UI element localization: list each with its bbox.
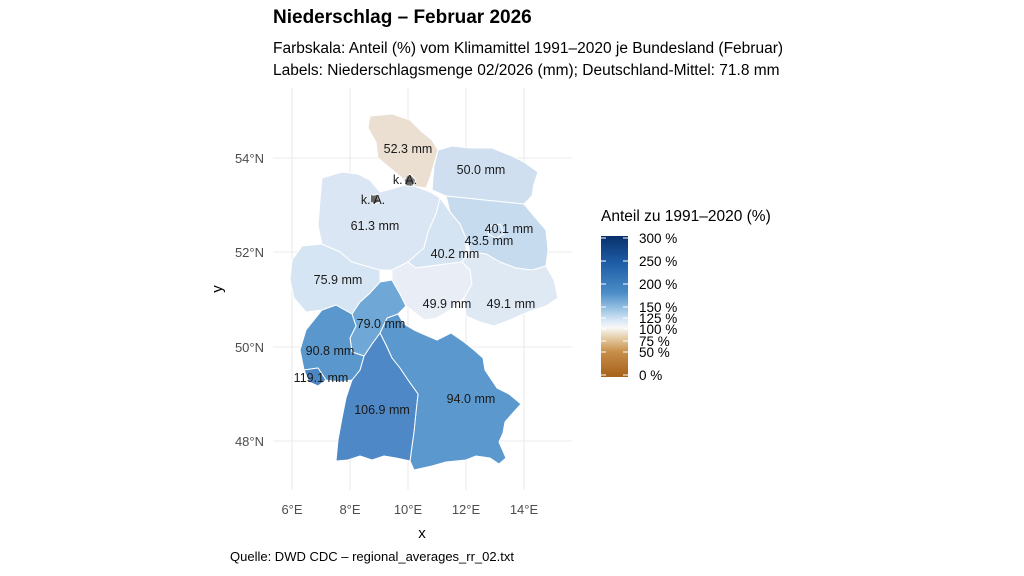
region-sachsen (461, 251, 559, 327)
region-schleswig-holstein (367, 113, 439, 189)
legend-tick-100: 100 % (639, 322, 677, 337)
label-mecklenburg-vorpommern: 50.0 mm (457, 163, 506, 177)
label-sachsen-anhalt: 40.2 mm (431, 247, 480, 261)
legend-title: Anteil zu 1991–2020 (%) (601, 208, 771, 225)
label-thueringen: 49.9 mm (423, 297, 472, 311)
label-saarland: 119.1 mm (294, 371, 349, 385)
label-berlin: 43.5 mm (465, 234, 514, 248)
label-niedersachsen: 61.3 mm (351, 219, 400, 233)
subtitle-labels: Labels: Niederschlagsmenge 02/2026 (mm);… (273, 62, 780, 79)
label-hessen: 79.0 mm (357, 317, 406, 331)
chart-title: Niederschlag – Februar 2026 (273, 7, 532, 28)
region-rheinland-pfalz (299, 304, 365, 383)
label-bremen: k. A. (361, 193, 385, 207)
y-axis-title: y (209, 285, 226, 293)
label-brandenburg: 40.1 mm (485, 222, 534, 236)
legend-tick-250: 250 % (639, 254, 677, 269)
x-tick-6e: 6°E (281, 502, 302, 517)
legend-tick-125: 125 % (639, 311, 677, 326)
na-marker-bremen (371, 195, 377, 203)
region-thueringen (391, 261, 473, 321)
x-tick-12e: 12°E (452, 502, 481, 517)
y-tick-54n: 54°N (235, 151, 264, 166)
label-baden-wuerttemberg: 106.9 mm (354, 403, 410, 417)
x-tick-10e: 10°E (394, 502, 423, 517)
legend-tick-marks (601, 237, 628, 376)
label-hamburg: k. A. (393, 173, 417, 187)
region-berlin (487, 223, 505, 239)
legend-tick-75: 75 % (639, 334, 670, 349)
label-bayern: 94.0 mm (447, 392, 496, 406)
y-tick-52n: 52°N (235, 245, 264, 260)
x-tick-14e: 14°E (510, 502, 539, 517)
region-saarland (303, 367, 327, 387)
label-nordrhein-westfalen: 75.9 mm (314, 273, 363, 287)
x-tick-8e: 8°E (339, 502, 360, 517)
subtitle-color-scale: Farbskala: Anteil (%) vom Klimamittel 19… (273, 40, 784, 57)
y-tick-48n: 48°N (235, 434, 264, 449)
x-axis-title: x (418, 525, 426, 542)
legend-tick-0: 0 % (639, 368, 662, 383)
na-marker-hamburg (405, 176, 413, 186)
legend-tick-300: 300 % (639, 231, 677, 246)
na-markers (371, 176, 413, 203)
y-tick-50n: 50°N (235, 340, 264, 355)
region-mecklenburg-vorpommern (431, 145, 539, 205)
legend-tick-150: 150 % (639, 300, 677, 315)
label-sachsen: 49.1 mm (487, 297, 536, 311)
label-schleswig-holstein: 52.3 mm (384, 142, 433, 156)
label-rheinland-pfalz: 90.8 mm (306, 344, 355, 358)
source-caption: Quelle: DWD CDC – regional_averages_rr_0… (230, 549, 514, 564)
legend-tick-50: 50 % (639, 345, 670, 360)
legend-tick-200: 200 % (639, 277, 677, 292)
